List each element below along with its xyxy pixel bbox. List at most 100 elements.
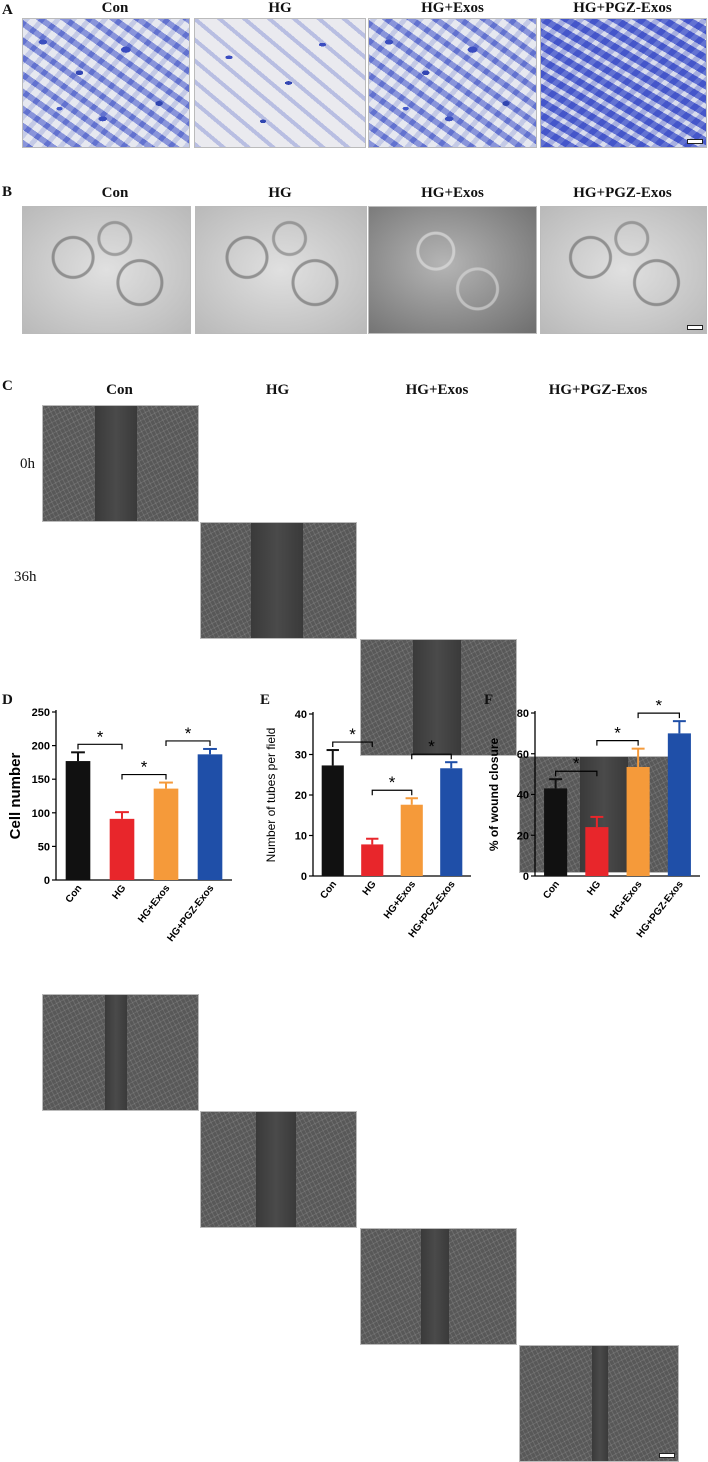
wound-image-hg-0h <box>200 522 357 639</box>
x-tick-label: Con <box>318 879 339 901</box>
col-label-hgpgzexos-c: HG+PGZ-Exos <box>548 382 648 398</box>
x-tick-label: HG <box>110 883 128 902</box>
y-tick-label: 60 <box>517 749 529 761</box>
wound-image-hgexos-36h <box>360 1228 517 1345</box>
col-label-hg-c: HG <box>265 382 290 398</box>
time-label-0h: 0h <box>20 456 35 472</box>
y-tick-label: 0 <box>44 875 50 887</box>
scale-bar <box>687 139 703 144</box>
x-tick-label: HG <box>361 879 379 898</box>
significance-bracket <box>77 743 123 750</box>
y-tick-label: 0 <box>523 871 529 883</box>
y-tick-label: 20 <box>517 830 529 842</box>
significance-star: * <box>428 737 435 756</box>
bar <box>440 768 463 876</box>
scale-bar <box>659 1453 675 1458</box>
tube-formation-image-hgexos <box>368 206 537 334</box>
y-axis-label: Cell number <box>7 752 24 839</box>
col-label-con-a: Con <box>101 0 129 16</box>
y-tick-label: 80 <box>517 708 529 720</box>
significance-bracket <box>637 712 680 719</box>
significance-bracket <box>555 770 598 777</box>
chart-d: 0 50 100 150 200 250 Cell number Con HG HG+ExosHG… <box>7 707 232 943</box>
significance-bracket <box>121 773 167 780</box>
crystal-violet-image-hg <box>194 18 366 148</box>
y-tick-label: 10 <box>295 831 307 843</box>
bar <box>321 765 344 876</box>
col-label-hg-b: HG <box>268 185 292 201</box>
significance-bracket <box>332 741 373 748</box>
y-tick-label: 200 <box>32 741 50 753</box>
wound-image-hgexos-0h <box>360 639 517 756</box>
y-tick-label: 30 <box>295 750 307 762</box>
y-tick-label: 50 <box>38 841 50 853</box>
significance-star: * <box>349 725 356 744</box>
wound-image-hg-36h <box>200 1111 357 1228</box>
wound-image-con-36h <box>42 994 199 1111</box>
y-tick-label: 150 <box>32 774 50 786</box>
y-tick-label: 20 <box>295 790 307 802</box>
significance-star: * <box>141 758 148 777</box>
crystal-violet-image-hgexos <box>368 18 537 148</box>
col-label-con-c: Con <box>106 382 133 398</box>
y-tick-label: 0 <box>301 871 307 883</box>
panel-label-a: A <box>2 2 13 18</box>
x-tick-label: HG+PGZ-Exos <box>165 883 216 943</box>
tube-formation-image-hgpgzexos <box>540 206 707 334</box>
x-tick-label: HG+Exos <box>608 879 644 921</box>
significance-star: * <box>614 724 621 743</box>
significance-bracket <box>165 740 211 746</box>
x-tick-label: HG+Exos <box>136 883 172 925</box>
y-axis-label: % of wound closure <box>487 738 501 852</box>
col-label-hgpgzexos-a: HG+PGZ-Exos <box>573 0 672 16</box>
bar <box>361 844 384 876</box>
significance-star: * <box>655 700 662 715</box>
significance-star: * <box>97 727 104 746</box>
time-label-36h: 36h <box>14 569 37 585</box>
significance-bracket <box>411 753 452 760</box>
bar <box>197 754 223 880</box>
scale-bar <box>687 325 703 330</box>
y-axis-label: Number of tubes per field <box>264 728 278 863</box>
panel-label-d: D <box>2 692 13 708</box>
y-tick-label: 40 <box>517 790 529 802</box>
tube-formation-image-con <box>22 206 191 334</box>
significance-star: * <box>185 724 192 743</box>
panel-label-f: F <box>484 692 494 708</box>
col-label-hgexos-c: HG+Exos <box>405 382 469 398</box>
y-tick-label: 100 <box>32 808 50 820</box>
col-label-hgexos-a: HG+Exos <box>421 0 484 16</box>
x-tick-label: Con <box>64 883 85 905</box>
bar <box>153 788 179 880</box>
col-label-con-b: Con <box>101 185 129 201</box>
bar <box>544 788 568 876</box>
bar <box>585 827 609 876</box>
y-tick-label: 250 <box>32 707 50 719</box>
significance-star: * <box>389 773 396 792</box>
wound-image-hgpgzexos-36h <box>519 1345 679 1462</box>
bar <box>626 766 650 876</box>
significance-star: * <box>573 754 580 773</box>
crystal-violet-image-hgpgzexos <box>540 18 707 148</box>
panel-label-e: E <box>260 692 271 708</box>
crystal-violet-image-con <box>22 18 190 148</box>
wound-image-con-0h <box>42 405 199 522</box>
significance-bracket <box>371 789 413 796</box>
bar <box>65 761 91 880</box>
col-label-hgpgzexos-b: HG+PGZ-Exos <box>573 185 672 201</box>
panel-label-b: B <box>2 184 13 200</box>
col-label-hg-a: HG <box>268 0 292 16</box>
significance-bracket <box>596 740 639 746</box>
tube-formation-image-hg <box>195 206 367 334</box>
x-tick-label: HG+Exos <box>382 879 418 921</box>
bar <box>667 733 691 876</box>
bar <box>400 804 423 876</box>
bar <box>109 818 135 880</box>
panel-label-c: C <box>2 378 13 394</box>
x-tick-label: HG <box>585 879 603 898</box>
y-tick-label: 40 <box>295 709 307 721</box>
x-tick-label: Con <box>541 879 562 901</box>
col-label-hgexos-b: HG+Exos <box>421 185 484 201</box>
chart-e: 0 10 20 30 40 Number of tubes per field Con HG H… <box>264 709 471 940</box>
